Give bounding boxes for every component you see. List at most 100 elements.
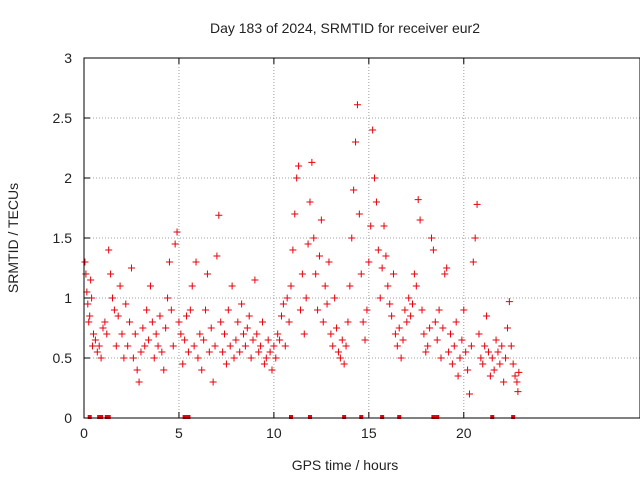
data-point <box>285 318 293 326</box>
plot-frame <box>83 57 640 419</box>
y-tick-label: 3 <box>64 50 72 66</box>
data-point <box>391 330 399 338</box>
data-point <box>245 312 253 320</box>
data-point <box>120 354 128 362</box>
y-tick-label: 1 <box>64 290 72 306</box>
data-point <box>188 282 196 290</box>
data-point <box>380 222 388 230</box>
data-point <box>355 210 363 218</box>
data-point <box>167 306 175 314</box>
data-point <box>342 342 350 350</box>
data-point <box>160 366 168 374</box>
data-point <box>494 348 502 356</box>
data-point <box>224 306 232 314</box>
data-point <box>234 318 242 326</box>
data-point <box>118 330 126 338</box>
data-point <box>200 336 208 344</box>
data-point <box>219 348 227 356</box>
data-point <box>371 174 379 182</box>
baseline-marker <box>359 415 364 419</box>
data-point <box>488 354 496 362</box>
data-point <box>321 282 329 290</box>
data-point <box>289 246 297 254</box>
data-point <box>137 348 145 356</box>
data-point <box>327 330 335 338</box>
data-point <box>135 378 143 386</box>
x-tick-label: 5 <box>175 425 183 441</box>
baseline-marker <box>431 415 436 419</box>
grid-lines <box>84 58 640 418</box>
data-point <box>116 282 124 290</box>
data-point <box>465 390 473 398</box>
data-point <box>405 294 413 302</box>
data-point <box>110 306 118 314</box>
data-point <box>462 348 470 356</box>
data-point <box>101 318 109 326</box>
data-point <box>148 318 156 326</box>
data-point <box>483 312 491 320</box>
x-tick-label: 10 <box>266 425 282 441</box>
data-point <box>365 258 373 266</box>
data-point <box>112 342 120 350</box>
data-point <box>124 342 132 350</box>
data-point <box>190 342 198 350</box>
baseline-marker <box>435 415 440 419</box>
data-point <box>95 342 103 350</box>
data-point <box>464 366 472 374</box>
y-tick-label: 0 <box>64 410 72 426</box>
data-point <box>264 336 272 344</box>
chart-title: Day 183 of 2024, SRMTID for receiver eur… <box>210 20 480 36</box>
data-point <box>260 360 268 368</box>
data-point <box>91 336 99 344</box>
data-point <box>255 348 263 356</box>
data-point <box>473 200 481 208</box>
y-tick-label: 1.5 <box>53 230 73 246</box>
baseline-marker <box>490 415 495 419</box>
data-point <box>410 270 418 278</box>
baseline-marker <box>87 415 92 419</box>
data-point <box>352 138 360 146</box>
data-point <box>479 360 487 368</box>
data-point <box>276 336 284 344</box>
data-point <box>177 330 185 338</box>
data-point <box>511 372 519 380</box>
data-point <box>203 270 211 278</box>
data-point <box>325 258 333 266</box>
data-point <box>344 318 352 326</box>
data-point <box>312 270 320 278</box>
data-point <box>162 324 170 332</box>
data-point <box>458 336 466 344</box>
data-point <box>376 294 384 302</box>
data-point <box>293 174 301 182</box>
data-point <box>287 282 295 290</box>
baseline-marker <box>99 415 104 419</box>
data-point <box>268 366 276 374</box>
data-point <box>357 270 365 278</box>
data-point <box>481 342 489 350</box>
data-point <box>175 318 183 326</box>
data-point <box>378 264 386 272</box>
data-point <box>484 348 492 356</box>
data-point <box>158 348 166 356</box>
data-point <box>509 360 517 368</box>
data-point <box>243 324 251 332</box>
data-point <box>435 306 443 314</box>
data-point <box>129 354 137 362</box>
data-point <box>194 354 202 362</box>
data-point <box>251 276 259 284</box>
data-point <box>131 330 139 338</box>
data-point <box>215 211 223 219</box>
baseline-marker <box>186 415 191 419</box>
data-point <box>367 222 375 230</box>
data-point <box>164 294 172 302</box>
data-point <box>395 324 403 332</box>
data-point <box>467 342 475 350</box>
data-point <box>300 330 308 338</box>
data-point <box>230 354 238 362</box>
data-point <box>496 360 504 368</box>
data-point <box>213 252 221 260</box>
data-point <box>222 360 230 368</box>
data-point <box>414 196 422 204</box>
data-point <box>274 330 282 338</box>
data-point <box>181 336 189 344</box>
